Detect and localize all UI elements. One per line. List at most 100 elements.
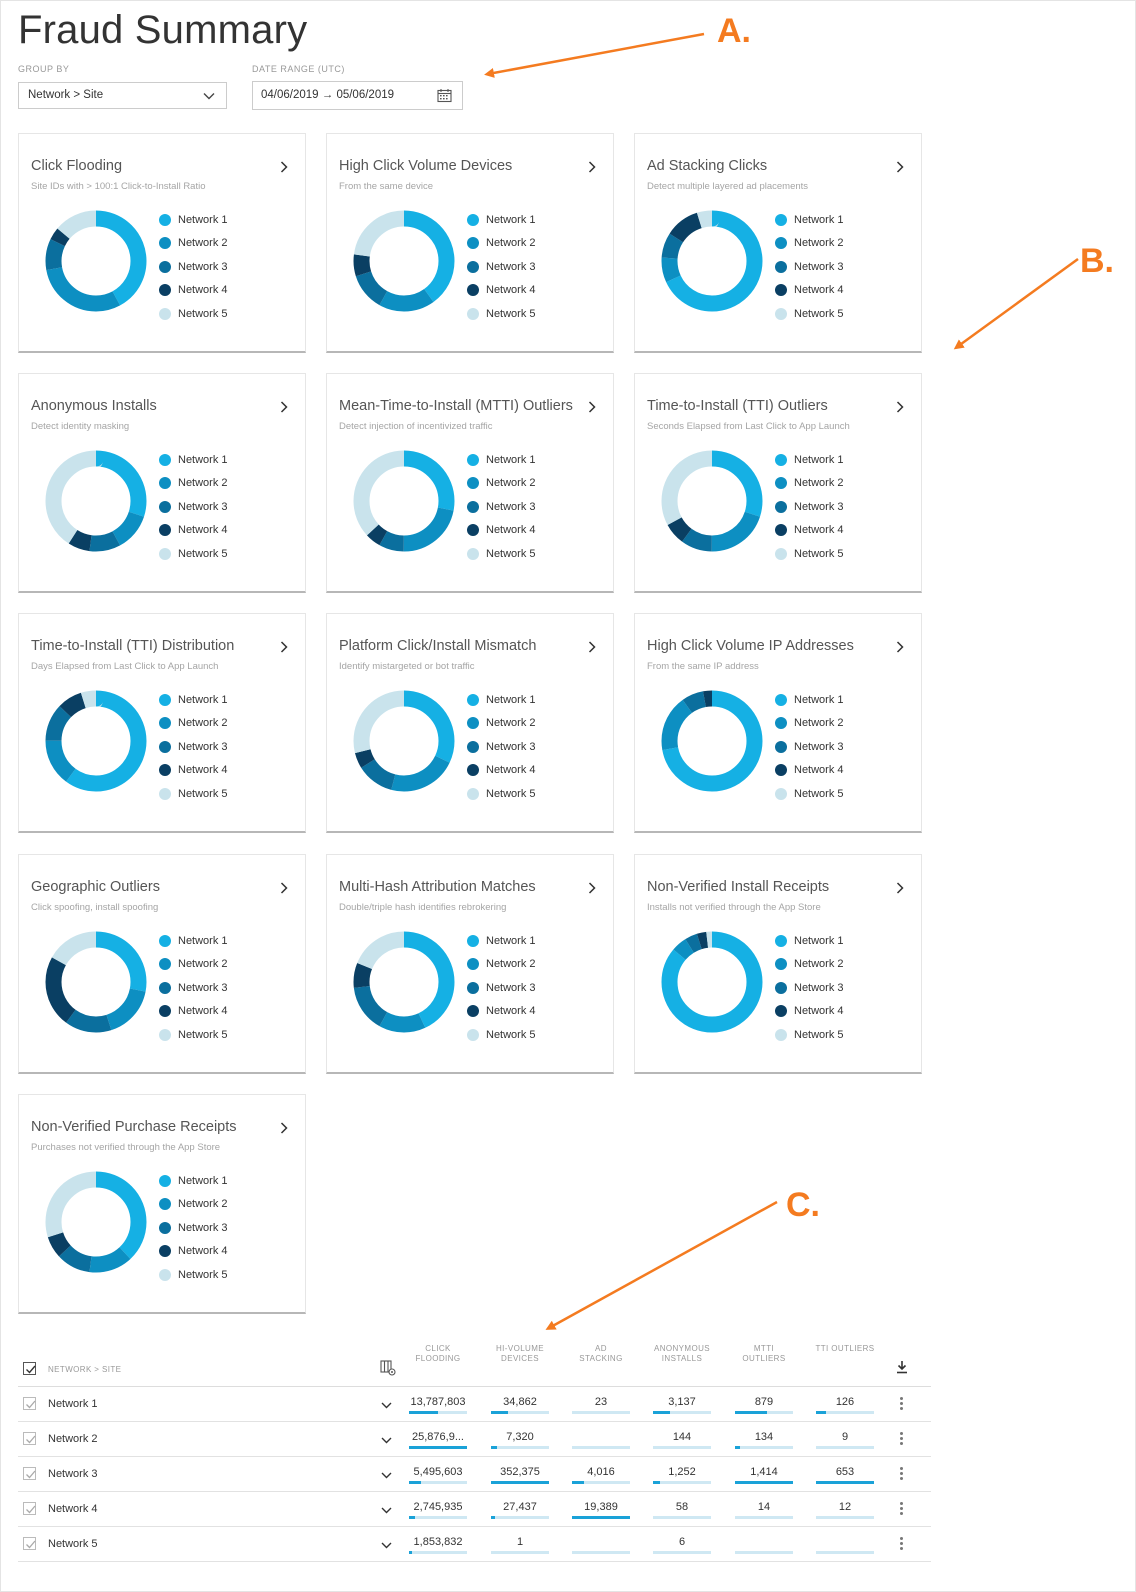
- column-header-network-site[interactable]: NETWORK > SITE: [48, 1365, 122, 1374]
- row-checkbox[interactable]: [23, 1467, 36, 1480]
- row-menu-icon[interactable]: [900, 1432, 904, 1447]
- cell-bar-track: [816, 1481, 874, 1484]
- chevron-right-icon[interactable]: [277, 1121, 291, 1135]
- chart-legend: Network 1 Network 2 Network 3 Network 4 …: [159, 1169, 228, 1287]
- chevron-right-icon[interactable]: [585, 400, 599, 414]
- legend-swatch: [159, 284, 171, 297]
- row-checkbox[interactable]: [23, 1502, 36, 1515]
- cell-bar-fill: [409, 1481, 421, 1484]
- legend-label: Network 4: [486, 524, 536, 537]
- donut-slice: [45, 210, 147, 312]
- chevron-right-icon[interactable]: [893, 881, 907, 895]
- chevron-right-icon[interactable]: [277, 400, 291, 414]
- column-header[interactable]: CLICK FLOODING: [408, 1344, 468, 1364]
- fraud-card[interactable]: High Click Volume Devices From the same …: [326, 133, 614, 353]
- legend-label: Network 5: [794, 547, 844, 560]
- table-row[interactable]: Network 3 5,495,603 352,375 4,016 1,252 …: [18, 1457, 931, 1492]
- chevron-right-icon[interactable]: [893, 640, 907, 654]
- chevron-right-icon[interactable]: [893, 160, 907, 174]
- legend-label: Network 1: [486, 693, 536, 706]
- column-header[interactable]: ANONYMOUS INSTALLS: [652, 1344, 712, 1364]
- fraud-card[interactable]: Non-Verified Install Receipts Installs n…: [634, 854, 922, 1074]
- table-row[interactable]: Network 2 25,876,9... 7,320 144 134 9: [18, 1422, 931, 1457]
- column-header[interactable]: HI-VOLUME DEVICES: [490, 1344, 550, 1364]
- chevron-right-icon[interactable]: [277, 881, 291, 895]
- calendar-icon[interactable]: [437, 88, 452, 103]
- legend-item: Network 2: [159, 953, 228, 977]
- legend-swatch: [467, 477, 479, 490]
- table-row[interactable]: Network 4 2,745,935 27,437 19,389 58 14 …: [18, 1492, 931, 1527]
- chevron-right-icon[interactable]: [893, 400, 907, 414]
- date-range-input[interactable]: 04/06/2019 → 05/06/2019: [252, 81, 463, 110]
- table-cell-value: 144: [672, 1431, 692, 1443]
- row-menu-icon[interactable]: [900, 1502, 904, 1517]
- chevron-right-icon[interactable]: [277, 640, 291, 654]
- fraud-card[interactable]: Time-to-Install (TTI) Outliers Seconds E…: [634, 373, 922, 593]
- legend-label: Network 1: [794, 934, 844, 947]
- chevron-right-icon[interactable]: [585, 881, 599, 895]
- legend-swatch: [467, 958, 479, 971]
- chart-legend: Network 1 Network 2 Network 3 Network 4 …: [775, 688, 844, 806]
- legend-label: Network 5: [178, 787, 228, 800]
- chart-legend: Network 1 Network 2 Network 3 Network 4 …: [159, 208, 228, 326]
- fraud-card[interactable]: Mean-Time-to-Install (MTTI) Outliers Det…: [326, 373, 614, 593]
- legend-label: Network 3: [486, 260, 536, 273]
- column-header[interactable]: TTI OUTLIERS: [815, 1344, 875, 1354]
- chevron-down-icon[interactable]: [380, 1434, 393, 1447]
- card-subtitle: Double/triple hash identifies rebrokerin…: [339, 902, 507, 913]
- row-menu-icon[interactable]: [900, 1467, 904, 1482]
- chevron-right-icon[interactable]: [277, 160, 291, 174]
- fraud-card[interactable]: Ad Stacking Clicks Detect multiple layer…: [634, 133, 922, 353]
- column-header[interactable]: AD STACKING: [571, 1344, 631, 1364]
- legend-item: Network 1: [467, 688, 536, 712]
- annotation-b: B.: [1080, 242, 1114, 280]
- legend-label: Network 5: [486, 787, 536, 800]
- fraud-card[interactable]: Click Flooding Site IDs with > 100:1 Cli…: [18, 133, 306, 353]
- column-settings-icon[interactable]: [380, 1360, 396, 1376]
- row-checkbox[interactable]: [23, 1432, 36, 1445]
- chevron-right-icon[interactable]: [585, 640, 599, 654]
- column-header-line: STACKING: [579, 1354, 623, 1363]
- legend-label: Network 1: [794, 213, 844, 226]
- table-row[interactable]: Network 1 13,787,803 34,862 23 3,137 879…: [18, 1387, 931, 1422]
- chevron-down-icon[interactable]: [380, 1539, 393, 1552]
- legend-label: Network 2: [794, 237, 844, 250]
- legend-item: Network 5: [775, 1023, 844, 1047]
- donut-slice: [353, 690, 455, 792]
- chevron-down-icon[interactable]: [380, 1469, 393, 1482]
- column-header[interactable]: MTTI OUTLIERS: [734, 1344, 794, 1364]
- legend-label: Network 5: [794, 787, 844, 800]
- column-header-line: TTI OUTLIERS: [815, 1344, 875, 1353]
- row-checkbox[interactable]: [23, 1537, 36, 1550]
- row-menu-icon[interactable]: [900, 1537, 904, 1552]
- chevron-right-icon[interactable]: [585, 160, 599, 174]
- card-title: High Click Volume Devices: [339, 158, 513, 174]
- fraud-card[interactable]: Anonymous Installs Detect identity maski…: [18, 373, 306, 593]
- fraud-card[interactable]: High Click Volume IP Addresses From the …: [634, 613, 922, 833]
- row-checkbox[interactable]: [23, 1397, 36, 1410]
- download-icon[interactable]: [895, 1360, 909, 1374]
- card-subtitle: Seconds Elapsed from Last Click to App L…: [647, 421, 850, 432]
- donut-chart: [45, 931, 147, 1033]
- select-all-checkbox[interactable]: [23, 1362, 36, 1375]
- card-title: High Click Volume IP Addresses: [647, 638, 854, 654]
- fraud-card[interactable]: Multi-Hash Attribution Matches Double/tr…: [326, 854, 614, 1074]
- legend-label: Network 2: [794, 477, 844, 490]
- annotation-arrow-b: [953, 257, 1079, 350]
- table-cell-value: 14: [757, 1501, 771, 1513]
- fraud-card[interactable]: Non-Verified Purchase Receipts Purchases…: [18, 1094, 306, 1314]
- card-subtitle: Identify mistargeted or bot traffic: [339, 661, 475, 672]
- fraud-card[interactable]: Time-to-Install (TTI) Distribution Days …: [18, 613, 306, 833]
- fraud-card[interactable]: Platform Click/Install Mismatch Identify…: [326, 613, 614, 833]
- legend-label: Network 4: [794, 764, 844, 777]
- legend-swatch: [775, 284, 787, 297]
- group-by-select[interactable]: Network > Site: [18, 82, 227, 109]
- cell-bar-fill: [816, 1411, 827, 1414]
- chevron-down-icon[interactable]: [380, 1399, 393, 1412]
- fraud-card[interactable]: Geographic Outliers Click spoofing, inst…: [18, 854, 306, 1074]
- legend-label: Network 4: [486, 764, 536, 777]
- row-menu-icon[interactable]: [900, 1397, 904, 1412]
- legend-swatch: [159, 764, 171, 777]
- table-row[interactable]: Network 5 1,853,832 1 6: [18, 1527, 931, 1562]
- chevron-down-icon[interactable]: [380, 1504, 393, 1517]
